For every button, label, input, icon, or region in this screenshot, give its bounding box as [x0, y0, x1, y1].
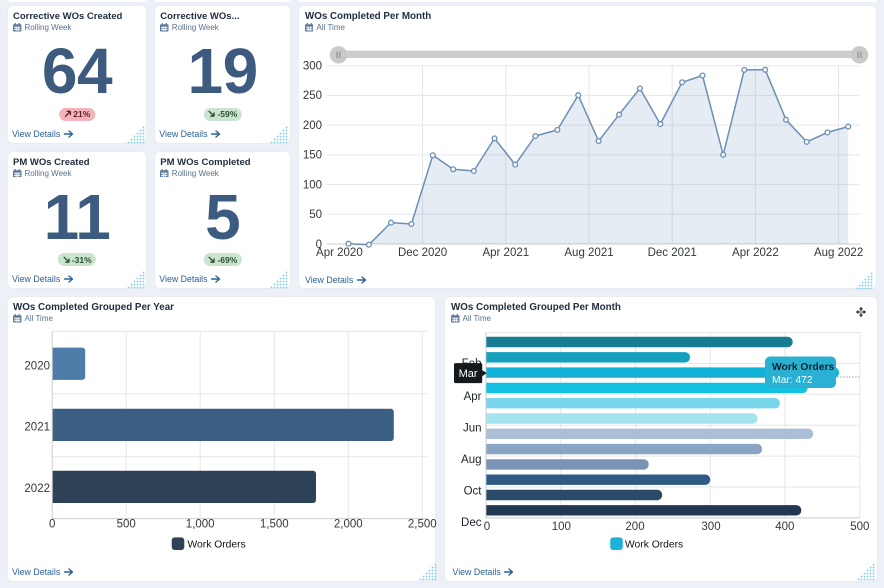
svg-text:0: 0 — [483, 521, 489, 533]
svg-text:500: 500 — [117, 519, 136, 531]
svg-text:200: 200 — [303, 120, 322, 132]
svg-text:Work Orders: Work Orders — [188, 539, 246, 550]
svg-text:0: 0 — [316, 239, 322, 251]
svg-text:Mar: 472: Mar: 472 — [772, 375, 813, 386]
svg-text:2020: 2020 — [24, 361, 50, 373]
svg-text:100: 100 — [303, 179, 322, 191]
svg-text:150: 150 — [303, 150, 322, 162]
svg-text:Apr 2022: Apr 2022 — [732, 247, 779, 259]
svg-text:0: 0 — [49, 519, 55, 531]
svg-text:Work Orders: Work Orders — [625, 539, 683, 550]
svg-text:Apr: Apr — [463, 391, 481, 403]
svg-text:100: 100 — [551, 521, 570, 533]
svg-text:2021: 2021 — [24, 422, 50, 434]
svg-text:Apr 2020: Apr 2020 — [316, 247, 363, 259]
svg-text:2022: 2022 — [24, 483, 50, 495]
svg-text:300: 300 — [303, 61, 322, 73]
svg-text:400: 400 — [775, 521, 794, 533]
svg-text:2,500: 2,500 — [408, 519, 437, 531]
svg-text:1,500: 1,500 — [260, 519, 289, 531]
svg-text:1,000: 1,000 — [186, 519, 215, 531]
svg-text:Aug 2021: Aug 2021 — [564, 247, 613, 259]
svg-text:200: 200 — [625, 521, 644, 533]
svg-text:Oct: Oct — [463, 486, 482, 498]
svg-text:Mar: Mar — [458, 368, 477, 380]
svg-text:250: 250 — [303, 90, 322, 102]
svg-text:Aug: Aug — [461, 454, 481, 466]
svg-text:Apr 2021: Apr 2021 — [482, 247, 529, 259]
svg-text:50: 50 — [309, 209, 322, 221]
svg-text:500: 500 — [850, 521, 869, 533]
svg-text:300: 300 — [701, 521, 720, 533]
svg-text:Dec 2021: Dec 2021 — [648, 247, 697, 259]
svg-text:Dec: Dec — [461, 517, 482, 529]
svg-text:Jun: Jun — [462, 423, 481, 435]
svg-text:Aug 2022: Aug 2022 — [814, 247, 863, 259]
svg-text:Dec 2020: Dec 2020 — [398, 247, 447, 259]
svg-text:2,000: 2,000 — [334, 519, 363, 531]
svg-text:Work Orders: Work Orders — [772, 362, 834, 373]
